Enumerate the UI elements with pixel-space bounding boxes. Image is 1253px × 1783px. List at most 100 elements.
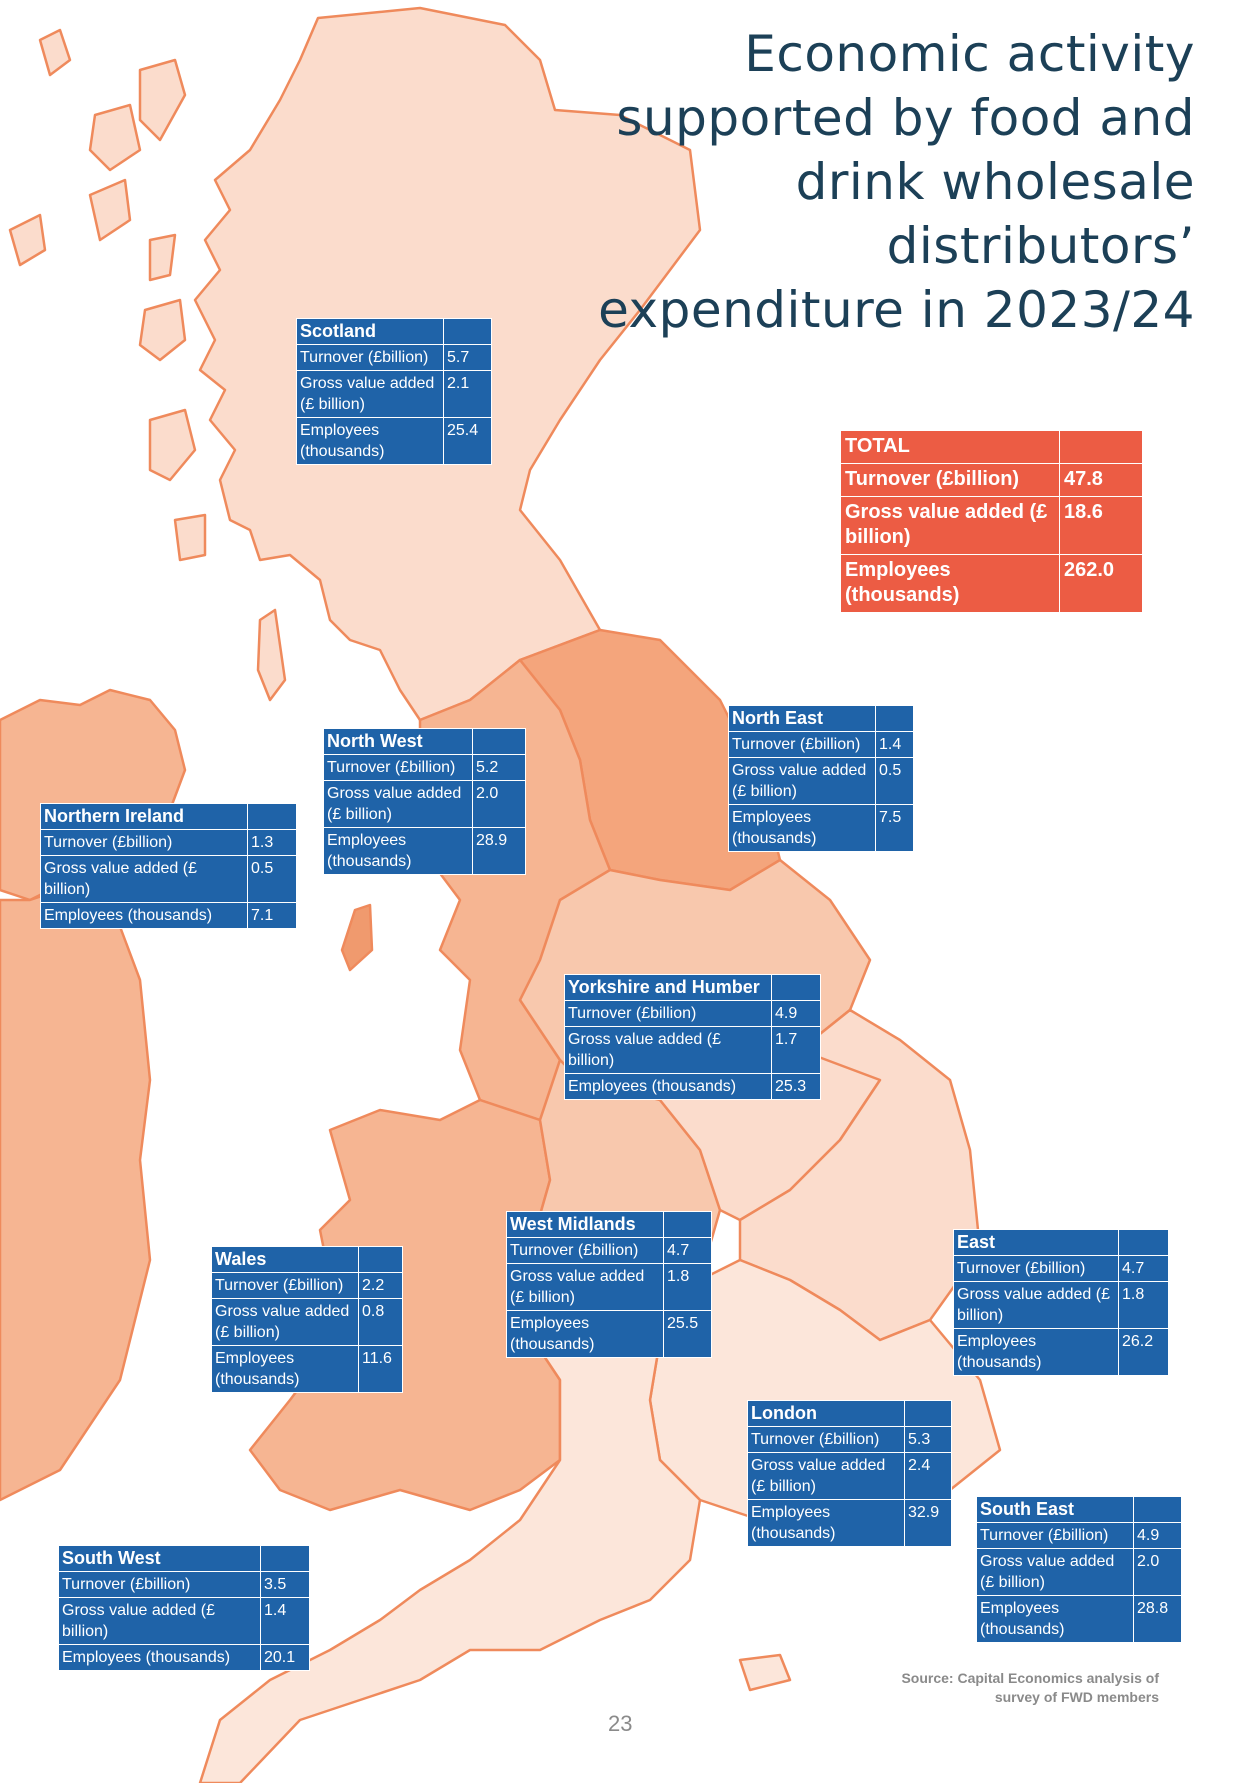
region-name: East — [953, 1229, 1119, 1256]
row-value: 2.4 — [904, 1452, 952, 1500]
region-ireland — [0, 878, 152, 1502]
row-value: 28.9 — [472, 827, 526, 875]
row-value: 1.4 — [875, 731, 914, 758]
row-label: Employees (thousands) — [211, 1345, 359, 1393]
row-label: Gross value added (£ billion) — [40, 855, 248, 903]
region-table-wales: Wales Turnover (£billion) 2.2 Gross value… — [211, 1246, 403, 1393]
row-label: Turnover (£billion) — [564, 1000, 772, 1027]
row-value: 5.7 — [443, 344, 492, 371]
region-name-empty — [472, 728, 526, 755]
row-value: 4.9 — [771, 1000, 821, 1027]
region-table-london: London Turnover (£billion) 5.3 Gross valu… — [747, 1400, 952, 1547]
region-table-west-midlands: West Midlands Turnover (£billion) 4.7 Gro… — [506, 1211, 712, 1358]
row-label: Gross value added (£ billion) — [506, 1263, 664, 1311]
island-isle-of-man — [340, 903, 374, 972]
row-label: Turnover (£billion) — [728, 731, 876, 758]
row-value: 4.9 — [1133, 1522, 1182, 1549]
title-line: distributors’ — [886, 217, 1195, 275]
row-label: Turnover (£billion) — [506, 1237, 664, 1264]
row-label: Turnover (£billion) — [211, 1272, 359, 1299]
region-name: South East — [976, 1496, 1134, 1523]
total-heading: TOTAL — [840, 430, 1060, 464]
region-table-northern-ireland: Northern Ireland Turnover (£billion) 1.3 … — [40, 803, 297, 929]
total-row-label: Turnover (£billion) — [840, 463, 1060, 497]
island-mull — [148, 408, 197, 482]
title-line: expenditure in 2023/24 — [598, 281, 1195, 339]
total-row-value: 18.6 — [1059, 496, 1143, 555]
region-name-empty — [247, 803, 297, 830]
row-label: Turnover (£billion) — [323, 754, 473, 781]
row-value: 5.2 — [472, 754, 526, 781]
region-name-empty — [663, 1211, 712, 1238]
row-value: 2.0 — [1133, 1548, 1182, 1596]
island-hebrides-4 — [148, 233, 177, 282]
region-name-empty — [771, 974, 821, 1001]
total-row: Employees (thousands) 262.0 — [840, 554, 1143, 613]
region-name: Northern Ireland — [40, 803, 248, 830]
region-name-empty — [260, 1545, 310, 1572]
island-islay — [173, 513, 207, 562]
title-line: supported by food and — [616, 89, 1195, 147]
row-label: Gross value added (£ billion) — [747, 1452, 905, 1500]
source-note: Source: Capital Economics analysis of su… — [799, 1669, 1159, 1707]
total-header-row: TOTAL — [840, 430, 1143, 464]
total-row-value: 47.8 — [1059, 463, 1143, 497]
page-title: Economic activity supported by food and … — [475, 22, 1195, 342]
island-skye — [138, 298, 187, 362]
region-name-empty — [1133, 1496, 1182, 1523]
region-table-scotland: Scotland Turnover (£billion) 5.7 Gross va… — [296, 318, 492, 465]
row-label: Gross value added (£ billion) — [976, 1548, 1134, 1596]
row-value: 4.7 — [1118, 1255, 1169, 1282]
island-orkney — [38, 28, 72, 77]
island-isle-of-wight — [738, 1653, 792, 1692]
row-value: 28.8 — [1133, 1595, 1182, 1643]
region-name: Yorkshire and Humber — [564, 974, 772, 1001]
row-value: 25.5 — [663, 1310, 712, 1358]
region-name-empty — [443, 318, 492, 345]
row-value: 7.1 — [247, 902, 297, 929]
row-value: 5.3 — [904, 1426, 952, 1453]
region-name-empty — [358, 1246, 403, 1273]
row-value: 2.1 — [443, 370, 492, 418]
region-name-empty — [875, 705, 914, 732]
total-row: Gross value added (£ billion) 18.6 — [840, 496, 1143, 555]
row-label: Gross value added (£ billion) — [564, 1026, 772, 1074]
row-value: 1.8 — [663, 1263, 712, 1311]
region-name-empty — [1118, 1229, 1169, 1256]
row-label: Employees (thousands) — [296, 417, 444, 465]
row-value: 0.5 — [875, 757, 914, 805]
row-value: 7.5 — [875, 804, 914, 852]
row-value: 0.8 — [358, 1298, 403, 1346]
row-value: 20.1 — [260, 1644, 310, 1671]
region-table-north-east: North East Turnover (£billion) 1.4 Gross … — [728, 705, 914, 852]
row-label: Employees (thousands) — [58, 1644, 261, 1671]
row-label: Employees (thousands) — [953, 1328, 1119, 1376]
total-heading-empty — [1059, 430, 1143, 464]
island-hebrides-2 — [88, 103, 142, 172]
title-line: Economic activity — [744, 25, 1195, 83]
region-name: North West — [323, 728, 473, 755]
region-table-north-west: North West Turnover (£billion) 5.2 Gross … — [323, 728, 526, 875]
region-name: North East — [728, 705, 876, 732]
region-name: Wales — [211, 1246, 359, 1273]
row-value: 11.6 — [358, 1345, 403, 1393]
row-label: Employees (thousands) — [747, 1499, 905, 1547]
row-label: Employees (thousands) — [976, 1595, 1134, 1643]
row-label: Turnover (£billion) — [58, 1571, 261, 1598]
row-value: 1.4 — [260, 1597, 310, 1645]
row-label: Turnover (£billion) — [747, 1426, 905, 1453]
island-hebrides-3 — [88, 178, 132, 242]
row-value: 3.5 — [260, 1571, 310, 1598]
region-name: West Midlands — [506, 1211, 664, 1238]
row-label: Turnover (£billion) — [976, 1522, 1134, 1549]
row-value: 2.2 — [358, 1272, 403, 1299]
row-label: Gross value added (£ billion) — [58, 1597, 261, 1645]
row-value: 25.3 — [771, 1073, 821, 1100]
region-name: South West — [58, 1545, 261, 1572]
row-label: Turnover (£billion) — [296, 344, 444, 371]
row-value: 4.7 — [663, 1237, 712, 1264]
region-table-south-east: South East Turnover (£billion) 4.9 Gross … — [976, 1496, 1182, 1643]
island-west — [8, 213, 47, 267]
source-line: Source: Capital Economics analysis of — [901, 1670, 1159, 1686]
row-label: Employees (thousands) — [506, 1310, 664, 1358]
